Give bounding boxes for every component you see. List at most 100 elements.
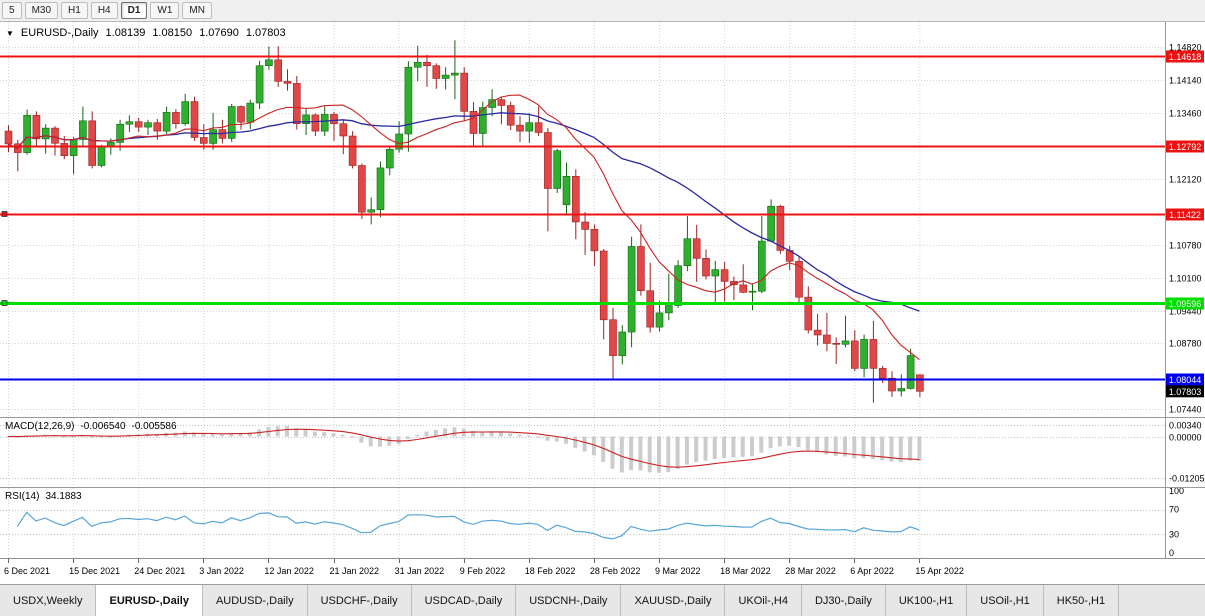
price-axis-label: 1.10100 — [1169, 274, 1202, 284]
macd-bar — [275, 426, 280, 437]
price-chart-canvas[interactable]: 1.14820 1.14140 1.13460 1.12120 1.10780 1.101… — [0, 22, 1205, 418]
candle-body — [720, 269, 729, 282]
date-axis-label: 12 Jan 2022 — [264, 566, 314, 576]
macd-bar — [554, 436, 559, 442]
chart-close-value: 1.07803 — [245, 27, 286, 39]
timeframe-toolbar: 5 M30 H1 H4 D1 W1 MN — [0, 0, 1205, 22]
candle-body — [534, 122, 543, 133]
level-handle[interactable] — [1, 211, 8, 217]
candle-body — [320, 114, 329, 132]
candle-body — [469, 111, 478, 134]
candle-body — [841, 340, 850, 345]
symbol-tab-dj30[interactable]: DJ30-,Daily — [801, 585, 886, 616]
macd-bar — [898, 436, 903, 463]
date-axis: 6 Dec 2021 15 Dec 2021 24 Dec 2021 3 Jan 20… — [0, 558, 1205, 584]
macd-bar — [350, 436, 355, 438]
macd-bar — [824, 436, 829, 455]
level-handle[interactable] — [1, 300, 8, 306]
timeframe-button-m30[interactable]: M30 — [24, 2, 59, 19]
candle-body — [385, 149, 394, 169]
date-axis-tick — [73, 559, 75, 563]
macd-bar — [303, 429, 308, 437]
candle-body — [311, 114, 320, 132]
macd-bar — [452, 427, 457, 437]
candle-body — [441, 74, 450, 79]
macd-bar — [536, 436, 541, 438]
date-axis-tick — [659, 559, 660, 563]
macd-bar — [833, 436, 838, 456]
candle-body — [674, 265, 682, 306]
timeframe-button-mn[interactable]: MN — [182, 2, 212, 19]
candle-body — [460, 72, 469, 112]
macd-bar — [805, 436, 810, 450]
price-level-badge — [1166, 297, 1204, 310]
timeframe-button-h1[interactable]: H1 — [61, 2, 88, 19]
candle-body — [795, 261, 803, 298]
rsi-panel-canvas[interactable]: 100 70 30 0 — [0, 488, 1205, 558]
macd-bar — [638, 436, 643, 471]
candle-body — [804, 296, 813, 331]
symbol-tab-usdcnh[interactable]: USDCNH-,Daily — [516, 585, 622, 616]
timeframe-button-d1[interactable]: D1 — [120, 2, 148, 19]
macd-bar — [415, 434, 420, 437]
candle-body — [581, 221, 589, 230]
macd-bar — [768, 436, 773, 448]
macd-panel-canvas[interactable]: 0.00340 0.00000 -0.01205 — [0, 418, 1205, 488]
price-level-badge-label: 1.09596 — [1169, 299, 1202, 309]
candle-body — [571, 176, 580, 223]
candle-body — [497, 99, 506, 106]
timeframe-button-w1[interactable]: W1 — [150, 2, 180, 19]
candle-body — [525, 122, 534, 132]
symbol-tab-uk100[interactable]: UK100-,H1 — [885, 585, 968, 616]
macd-bar — [71, 436, 76, 437]
symbol-tab-eurusd[interactable]: EURUSD-,Daily — [96, 585, 203, 616]
symbol-tab-hk50[interactable]: HK50-,H1 — [1043, 585, 1120, 616]
candle-body — [832, 342, 841, 345]
date-axis-label: 21 Jan 2022 — [329, 566, 380, 576]
macd-bar — [545, 436, 550, 441]
candle-body — [339, 123, 348, 137]
macd-bar — [917, 436, 922, 461]
candle-body — [51, 127, 59, 144]
symbol-tab-ukoil[interactable]: UKOil-,H4 — [725, 585, 802, 616]
candle-body — [190, 101, 199, 138]
macd-bar — [498, 431, 503, 437]
date-axis-label: 6 Dec 2021 — [4, 566, 51, 576]
price-axis-label: 1.13460 — [1169, 109, 1202, 119]
candle-body — [813, 329, 822, 336]
candle-body — [255, 65, 264, 104]
candle-body — [562, 176, 571, 206]
symbol-tabs-bar: USDX,Weekly EURUSD-,Daily AUDUSD-,Daily USD… — [0, 584, 1205, 616]
rsi-indicator-label: RSI(14) 34.1883 — [5, 491, 82, 502]
candle-body — [144, 122, 152, 128]
candle-body — [41, 127, 50, 140]
chart-dropdown-icon[interactable]: ▼ — [6, 28, 14, 38]
candle-body — [330, 114, 338, 125]
price-axis-label: 1.14820 — [1169, 43, 1202, 53]
candle-body — [358, 165, 366, 213]
symbol-tab-usdchf[interactable]: USDCHF-,Daily — [307, 585, 412, 616]
candle-body — [906, 355, 915, 389]
macd-bar — [722, 436, 727, 459]
timeframe-button-5[interactable]: 5 — [2, 2, 22, 19]
macd-bar — [378, 436, 382, 447]
macd-bar — [852, 436, 857, 459]
date-axis-tick — [528, 559, 530, 563]
macd-panel: 0.00340 0.00000 -0.01205 MACD(12,26,9) -0.… — [0, 418, 1205, 488]
candle-body — [237, 106, 245, 123]
symbol-tab-usdcad[interactable]: USDCAD-,Daily — [411, 585, 517, 616]
macd-histogram — [6, 426, 922, 473]
candle-body — [916, 374, 924, 392]
macd-bar — [405, 436, 410, 440]
price-level-badge — [1166, 373, 1204, 386]
symbol-tab-usdx[interactable]: USDX,Weekly — [0, 585, 97, 616]
candle-body — [60, 143, 69, 157]
date-axis-label: 18 Feb 2022 — [524, 566, 576, 576]
symbol-tab-usoil[interactable]: USOil-,H1 — [967, 585, 1044, 616]
macd-bar — [526, 435, 531, 437]
symbol-tab-xauusd[interactable]: XAUUSD-,Daily — [621, 585, 726, 616]
timeframe-button-h4[interactable]: H4 — [90, 2, 118, 19]
symbol-tab-audusd[interactable]: AUDUSD-,Daily — [202, 585, 308, 616]
ma-fast-line — [7, 94, 920, 361]
